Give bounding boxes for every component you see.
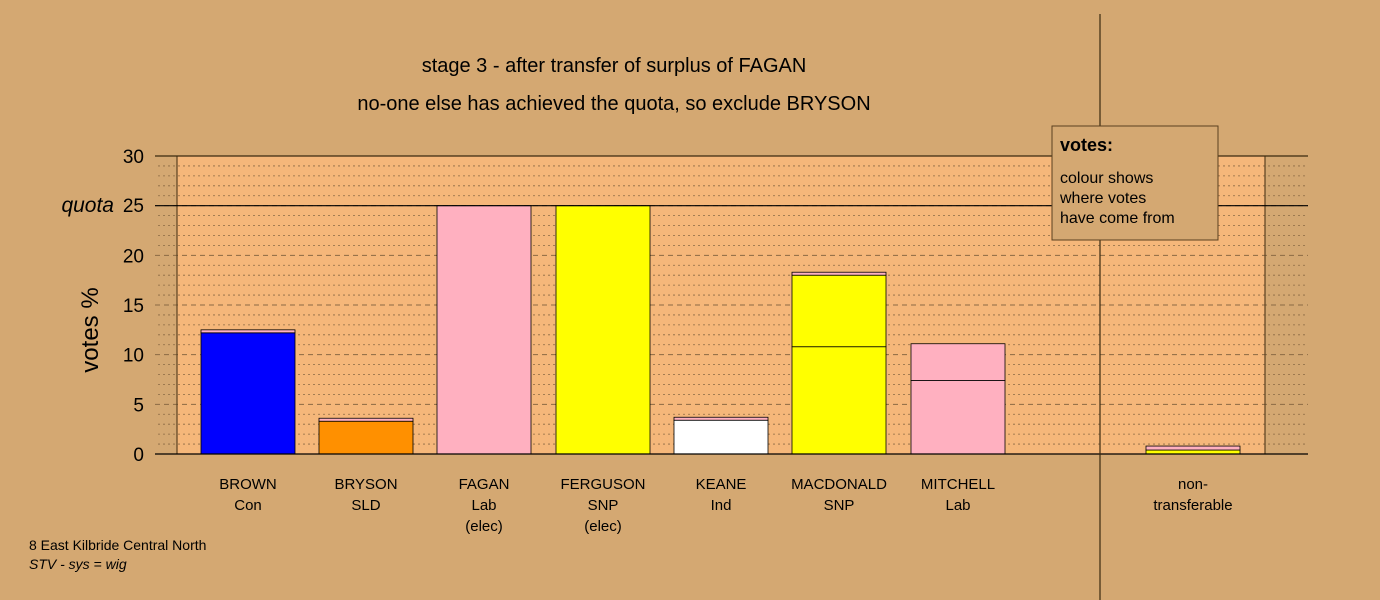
bar-nontransferable-segment-1 <box>1145 445 1241 451</box>
category-label-fagan-line2: Lab <box>471 497 496 514</box>
bars <box>200 205 1241 455</box>
legend-box <box>1051 125 1219 241</box>
nontransferable-label-line1: non- <box>1178 476 1208 493</box>
category-label-fagan-line1: FAGAN <box>459 476 510 493</box>
legend-line-1: colour shows <box>1060 170 1153 187</box>
nontransferable-label-line2: transferable <box>1153 497 1232 514</box>
bar-keane-segment-1 <box>673 416 769 421</box>
category-label-bryson-line2: SLD <box>351 497 380 514</box>
bar-brown-segment-0 <box>200 332 296 455</box>
category-label-keane-line2: Ind <box>711 497 732 514</box>
category-labels: BROWN Con BRYSON SLD FAGAN Lab (elec) FERGUSON S… <box>219 476 995 535</box>
bar-macdonald-segment-2 <box>791 271 887 276</box>
bar-bryson-segment-0 <box>318 420 414 455</box>
bar-bryson-segment-1 <box>318 417 414 422</box>
category-label-brown-line2: Con <box>234 497 262 514</box>
y-tick-label: 10 <box>123 346 144 367</box>
y-tick-label: 5 <box>133 395 144 416</box>
category-label-mitchell-line1: MITCHELL <box>921 476 995 493</box>
bar-mitchell-segment-1 <box>910 343 1006 381</box>
category-label-ferguson-line2: SNP <box>588 497 619 514</box>
bar-macdonald-segment-0 <box>791 346 887 455</box>
quota-word: quota <box>61 194 114 217</box>
category-label-macdonald-line2: SNP <box>824 497 855 514</box>
y-tick-label: 20 <box>123 246 144 267</box>
quota-label: quota 25 <box>61 194 144 217</box>
bar-mitchell-segment-0 <box>910 380 1006 455</box>
y-tick-label: 30 <box>123 147 144 168</box>
bar-ferguson-segment-0 <box>555 205 651 455</box>
category-label-macdonald-line1: MACDONALD <box>791 476 887 493</box>
y-axis-label: votes % <box>77 287 104 372</box>
category-label-keane-line1: KEANE <box>696 476 747 493</box>
bar-brown-segment-1 <box>200 329 296 334</box>
category-label-ferguson-line3: (elec) <box>584 518 622 535</box>
footer-constituency: 8 East Kilbride Central North <box>29 537 206 553</box>
bar-fagan-segment-0 <box>436 205 532 455</box>
legend-line-3: have come from <box>1060 210 1175 227</box>
quota-tick-value: 25 <box>123 196 144 217</box>
y-tick-labels: 0 5 10 15 20 30 <box>123 147 144 466</box>
chart-title: stage 3 - after transfer of surplus of F… <box>422 55 807 77</box>
chart-subtitle: no-one else has achieved the quota, so e… <box>357 93 870 115</box>
y-tick-label: 15 <box>123 296 144 317</box>
category-label-fagan-line3: (elec) <box>465 518 503 535</box>
y-tick-label: 0 <box>133 445 144 466</box>
legend-line-2: where votes <box>1059 190 1146 207</box>
category-label-brown-line1: BROWN <box>219 476 277 493</box>
legend-title: votes: <box>1060 135 1113 155</box>
bar-keane-segment-0 <box>673 419 769 455</box>
footer-system: STV - sys = wig <box>29 556 127 572</box>
legend: votes: colour shows where votes have com… <box>1051 125 1219 241</box>
bar-macdonald-segment-1 <box>791 274 887 348</box>
category-label-mitchell-line2: Lab <box>945 497 970 514</box>
category-label-bryson-line1: BRYSON <box>334 476 397 493</box>
category-label-ferguson-line1: FERGUSON <box>560 476 645 493</box>
